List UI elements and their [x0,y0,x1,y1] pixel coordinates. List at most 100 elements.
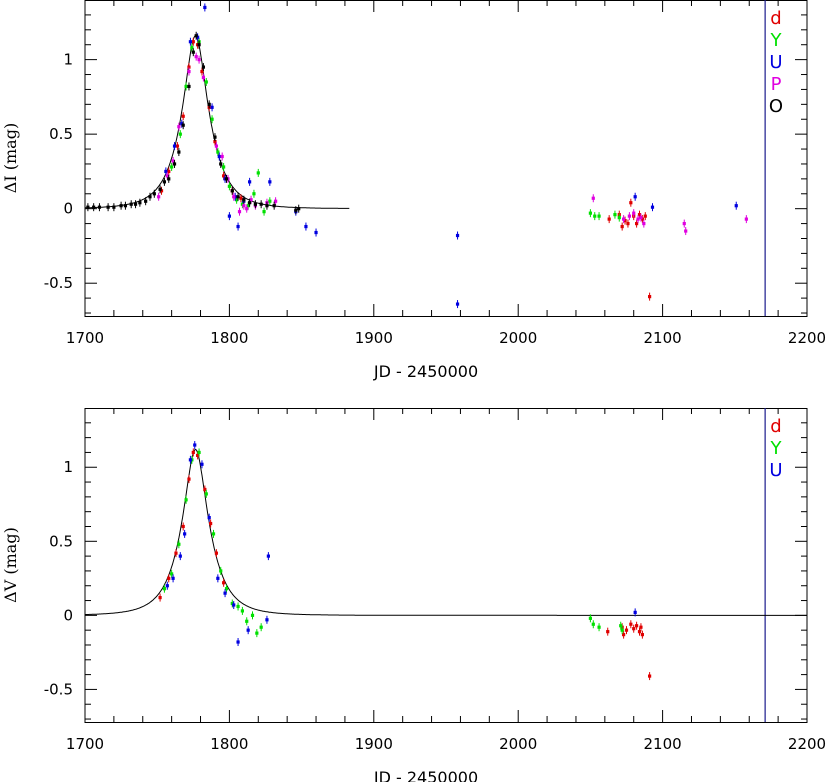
data-point-Y [170,572,174,576]
data-point-O [123,204,128,208]
data-point-d [606,630,610,634]
data-point-d [620,224,624,229]
data-point-P [165,174,169,178]
data-point-d [167,169,171,174]
data-point-O [158,187,162,191]
data-point-O [294,208,298,212]
data-point-d [187,477,191,481]
data-point-U [236,640,240,644]
data-point-U [203,5,207,10]
data-point-U [232,603,236,607]
data-point-O [194,34,198,38]
data-point-Y [210,117,214,121]
data-point-Y [255,631,259,635]
data-point-Y [268,199,272,203]
data-point-d [624,628,629,632]
data-point-d [632,627,636,631]
data-point-d [167,576,171,580]
data-point-P [157,195,161,199]
data-point-d [191,40,195,44]
data-point-O [272,204,276,208]
y-axis-title: ΔI (mag) [1,123,20,193]
data-point-d [181,114,185,118]
legend-entry-U: U [769,460,782,481]
chart-panel-1: 1700 1800 1900 2000 2100 2200 -0.5 0 0.5 1 JD - 24… [1,0,826,381]
data-point-O [201,65,206,69]
data-point-Y [619,624,623,628]
data-point-Y [204,492,208,496]
x-axis-title: JD - 2450000 [373,362,478,381]
data-point-P [274,199,278,203]
data-point-P [232,195,236,199]
data-point-d [203,487,207,492]
data-point-d [191,450,195,455]
data-point-Y [245,619,249,623]
data-point-d [175,144,180,148]
data-point-d [643,214,647,218]
data-point-U [216,576,220,580]
data-point-Y [252,192,256,196]
x-tick-label: 2200 [788,735,826,753]
data-point-U [266,554,270,558]
data-point-P [214,144,219,148]
x-tick-label: 2100 [644,735,682,753]
y-tick-label: 0.5 [49,125,73,143]
data-point-d [629,201,633,205]
data-point-d [187,65,191,69]
data-point-O [112,205,116,209]
data-point-d [635,624,639,628]
x-tick-label: 1900 [355,735,393,753]
data-point-O [297,207,301,211]
data-point-U [165,584,169,588]
data-point-d [200,69,204,74]
data-point-Y [222,165,226,169]
data-point-Y [197,450,201,455]
data-point-O [236,195,240,199]
data-point-Y [224,587,229,591]
y-tick-label: 1 [63,51,73,69]
data-point-U [172,144,177,148]
data-point-O [230,189,234,193]
legend-entry-d: d [770,416,781,437]
data-point-P [591,196,595,200]
x-tick-label: 1700 [66,329,104,347]
x-tick-label: 1900 [355,329,393,347]
legend-entry-O: O [769,96,783,117]
data-point-O [92,205,96,209]
data-point-O [219,162,223,166]
data-point-Y [216,150,220,154]
data-point-Y [219,569,223,573]
data-point-d [181,524,185,529]
data-point-P [194,55,198,59]
data-point-d [637,630,642,634]
data-point-U [246,628,250,632]
data-point-Y [262,210,266,214]
x-tick-label: 2200 [788,329,826,347]
data-point-P [249,198,253,202]
data-point-O [248,201,252,205]
data-point-O [138,201,142,205]
data-point-Y [211,532,216,536]
data-point-P [171,159,175,163]
x-tick-label: 2000 [499,735,537,753]
data-point-U [734,204,738,208]
data-point-U [314,230,318,235]
data-point-d [607,217,611,221]
legend-entry-P: P [771,74,782,95]
data-point-O [119,204,123,208]
chart-panel-2: 1700 1800 1900 2000 2100 2200 -0.5 0 0.5 1 JD - 24… [1,408,826,782]
data-point-d [239,196,243,200]
data-point-O [162,180,167,184]
data-point-O [265,204,269,208]
data-point-O [187,84,191,89]
data-point-Y [597,625,601,629]
y-tick-label: -0.5 [44,680,73,698]
data-point-U [455,233,460,238]
data-point-d [626,221,630,226]
x-tick-label: 2100 [644,329,682,347]
x-tick-label: 1700 [66,735,104,753]
data-point-P [245,207,249,211]
x-tick-label: 2000 [499,329,537,347]
data-point-d [209,521,213,526]
y-tick-label: 1 [63,458,73,476]
